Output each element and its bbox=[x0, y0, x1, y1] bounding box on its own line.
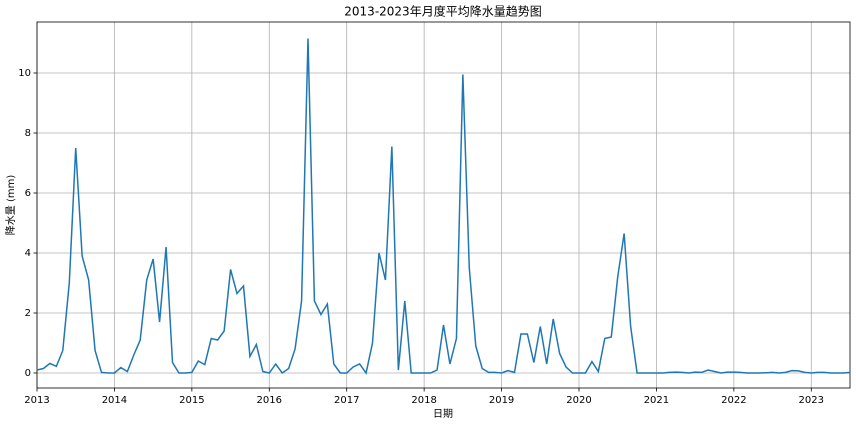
y-tick-label: 0 bbox=[25, 368, 31, 379]
x-tick-label: 2016 bbox=[257, 395, 282, 406]
x-tick-label: 2015 bbox=[179, 395, 204, 406]
x-tick-label: 2022 bbox=[721, 395, 746, 406]
x-tick-label: 2019 bbox=[489, 395, 514, 406]
x-tick-label: 2020 bbox=[566, 395, 591, 406]
x-tick-label: 2017 bbox=[334, 395, 359, 406]
x-tick-label: 2014 bbox=[102, 395, 127, 406]
y-axis-label: 降水量 (mm) bbox=[4, 175, 17, 236]
plot-frame bbox=[36, 21, 851, 389]
y-tick-label: 6 bbox=[25, 188, 31, 199]
x-tick-label: 2018 bbox=[411, 395, 436, 406]
y-tick-label: 10 bbox=[18, 68, 31, 79]
y-tick-label: 8 bbox=[25, 128, 31, 139]
x-tick-label: 2023 bbox=[799, 395, 824, 406]
x-tick-label: 2013 bbox=[24, 395, 49, 406]
y-tick-label: 2 bbox=[25, 308, 31, 319]
y-tick-label: 4 bbox=[25, 248, 31, 259]
chart-title: 2013-2023年月度平均降水量趋势图 bbox=[344, 4, 541, 19]
x-tick-label: 2021 bbox=[644, 395, 669, 406]
x-axis-label: 日期 bbox=[433, 408, 453, 420]
data-line bbox=[36, 38, 851, 375]
